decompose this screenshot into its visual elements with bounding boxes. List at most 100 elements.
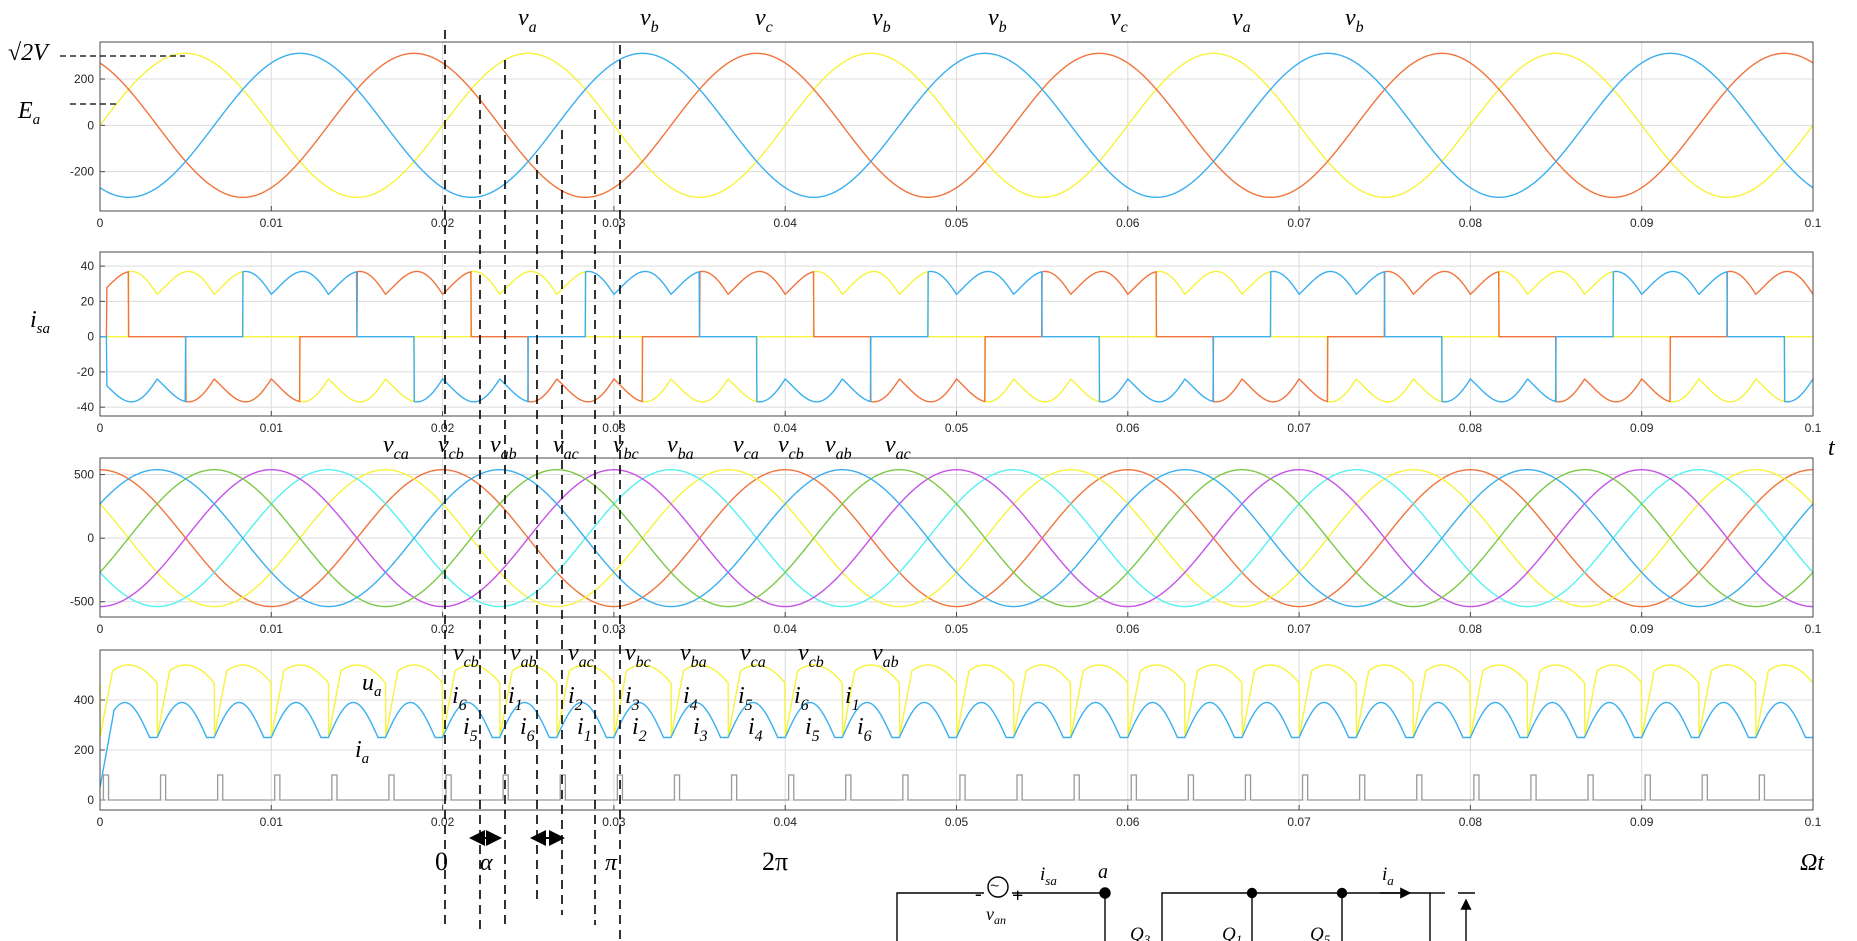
x-tick-label: 0.02 [431, 622, 455, 636]
thyristor-current-label: i1 [577, 714, 592, 745]
x-tick-label: 0.09 [1630, 421, 1654, 435]
x-tick-label: 0.01 [260, 421, 284, 435]
rectifier-circuit [896, 876, 1475, 941]
thyristor-current-label: i2 [568, 683, 583, 714]
ac-source-symbol [987, 876, 1009, 898]
line-voltage-wave-5 [99, 468, 1814, 608]
x-tick-label: 0.1 [1805, 622, 1822, 636]
phase-voltage-label: vb [640, 5, 659, 36]
line-voltage-label: vab [490, 432, 517, 463]
phase-voltage-label: va [1232, 5, 1251, 36]
y-tick-label: 40 [81, 259, 95, 273]
y-tick-label: 400 [74, 693, 94, 707]
x-tick-label: 0.05 [945, 216, 969, 230]
two-pi-label: 2π [762, 847, 788, 876]
thyristor-current-label: i1 [508, 683, 523, 714]
x-tick-label: 0.04 [774, 815, 798, 829]
output-current-wave [99, 701, 1813, 788]
thyristor-current-label: i5 [738, 683, 753, 714]
left-labels: √2V Ea isa t ua ia [8, 40, 1836, 767]
phase-voltage-panel: 200 0 -200 0 0.01 0.02 0.03 0.04 0.05 0.06 0.07 0.0… [70, 41, 1822, 230]
input-current-label: isa [1040, 864, 1057, 888]
x-tick-label: 0.04 [774, 216, 798, 230]
x-tick-label: 0.08 [1459, 815, 1483, 829]
conducting-pair-label: vba [680, 640, 707, 671]
x-tick-label: 0.07 [1287, 421, 1311, 435]
thyristor-current-label: i4 [683, 683, 698, 714]
source-tilde: ~ [990, 878, 999, 895]
plot-frame [99, 251, 1814, 417]
x-tick-label: 0 [97, 815, 104, 829]
thyristor-current-label: i5 [463, 714, 478, 745]
x-tick-label: 0.06 [1116, 216, 1140, 230]
x-tick-label: 0.06 [1116, 815, 1140, 829]
peak-voltage-label: √2V [8, 40, 50, 66]
line-voltage-label: vcb [438, 432, 464, 463]
phase-c-wave [99, 52, 1814, 199]
circuit-labels: ~ - + van isa a ia Q3 Q1 Q5 [975, 861, 1394, 941]
x-tick-label: 0 [97, 421, 104, 435]
x-tick-label: 0 [97, 216, 104, 230]
circuit-left-wire [896, 892, 984, 941]
isa-label: isa [30, 307, 50, 337]
gate-pulse-train [100, 774, 1813, 801]
x-tick-label: 0.1 [1805, 815, 1822, 829]
node-a-label: a [1098, 861, 1108, 883]
ia-label: ia [355, 737, 369, 767]
x-tick-label: 0.02 [431, 216, 455, 230]
line-voltage-label: vac [885, 432, 911, 463]
line-voltage-label: vac [553, 432, 579, 463]
output-current-label: ia [1382, 864, 1394, 888]
thyristor-current-label: i5 [805, 714, 820, 745]
alpha-label: α [480, 850, 493, 876]
phase-voltage-label: vb [988, 5, 1007, 36]
source-plus-label: + [1012, 885, 1023, 907]
phase-voltage-label: va [518, 5, 537, 36]
line-voltage-label: vcb [778, 432, 804, 463]
y-tick-label: -40 [77, 400, 95, 414]
x-tick-label: 0.09 [1630, 216, 1654, 230]
y-tick-label: 500 [74, 468, 94, 482]
current-a-wave [100, 270, 1813, 403]
y-tick-label: 200 [74, 72, 94, 86]
phase-voltage-label: vb [1345, 5, 1364, 36]
x-tick-label: 0.01 [260, 815, 284, 829]
line-voltage-label: vbc [613, 432, 639, 463]
conducting-pair-label: vca [740, 640, 766, 671]
thyristor-current-label: i6 [452, 683, 467, 714]
y-tick-label: 0 [87, 793, 94, 807]
line-voltage-wave-4 [99, 468, 1814, 608]
switch-q5-label: Q5 [1310, 924, 1331, 941]
x-tick-label: 0.1 [1805, 216, 1822, 230]
line-voltage-label: vab [825, 432, 852, 463]
plot-frame [99, 457, 1814, 618]
thyristor-current-label: i6 [794, 683, 809, 714]
ea-label: Ea [17, 98, 40, 128]
plot-frame [99, 649, 1814, 811]
source-minus-label: - [975, 883, 982, 905]
phase-b-wave [99, 52, 1814, 199]
conducting-pair-label: vac [568, 640, 594, 671]
line-voltage-label: vca [733, 432, 759, 463]
y-tick-label: -20 [77, 365, 95, 379]
x-tick-label: 0.09 [1630, 622, 1654, 636]
omega-t-label: Ωt [1800, 850, 1825, 876]
y-tick-label: 0 [87, 330, 94, 344]
x-tick-label: 0.01 [260, 216, 284, 230]
y-tick-label: -500 [70, 595, 94, 609]
conducting-pair-label: vbc [625, 640, 651, 671]
y-tick-label: 0 [87, 531, 94, 545]
dc-output-panel: 400 200 00 0.01 0.02 0.03 0.04 0.05 0.06 0.07 0.08… [74, 649, 1822, 829]
source-voltage-label: van [986, 904, 1006, 927]
thyristor-current-label: i6 [857, 714, 872, 745]
conducting-pair-label: vab [872, 640, 899, 671]
x-tick-label: 0.01 [260, 622, 284, 636]
x-tick-label: 0.07 [1287, 622, 1311, 636]
x-tick-label: 0.05 [945, 815, 969, 829]
x-tick-label: 0.02 [431, 421, 455, 435]
x-tick-label: 0.03 [602, 815, 626, 829]
plot-frame [99, 41, 1814, 212]
y-tick-label: -200 [70, 165, 94, 179]
